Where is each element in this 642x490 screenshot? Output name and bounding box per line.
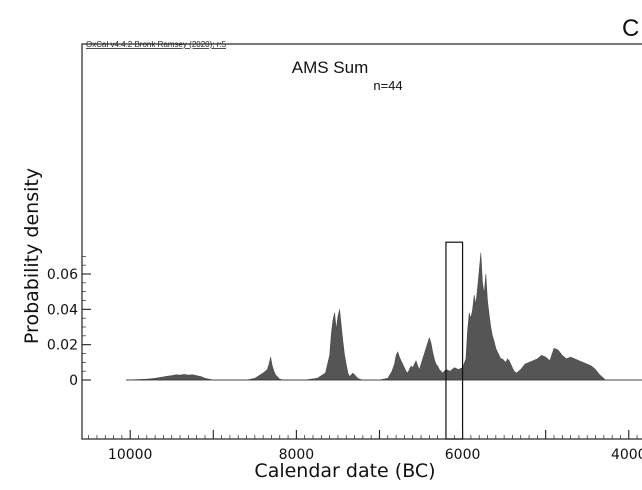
density-area-0 xyxy=(126,252,642,381)
software-label: OxCal v4.4.2 Bronk Ramsey (2020); r:5 xyxy=(86,40,227,49)
x-tick-label: 10000 xyxy=(108,447,153,463)
chart-subtitle: n=44 xyxy=(373,78,402,93)
x-tick-label: 6000 xyxy=(445,447,481,463)
y-tick-label: 0.04 xyxy=(47,302,78,318)
y-tick-label: 0.06 xyxy=(47,267,78,283)
corner-letter: C xyxy=(622,15,639,42)
y-tick-label: 0 xyxy=(69,373,78,389)
y-axis-label: Probability density xyxy=(21,168,43,344)
x-tick-label: 8000 xyxy=(279,447,315,463)
x-axis-label: Calendar date (BC) xyxy=(254,460,435,482)
density-series xyxy=(126,252,642,381)
y-tick-label: 0.02 xyxy=(47,338,78,354)
chart-title: AMS Sum xyxy=(292,58,369,77)
y-axis-ticks: 0 0.02 0.04 0.06 xyxy=(47,255,91,389)
